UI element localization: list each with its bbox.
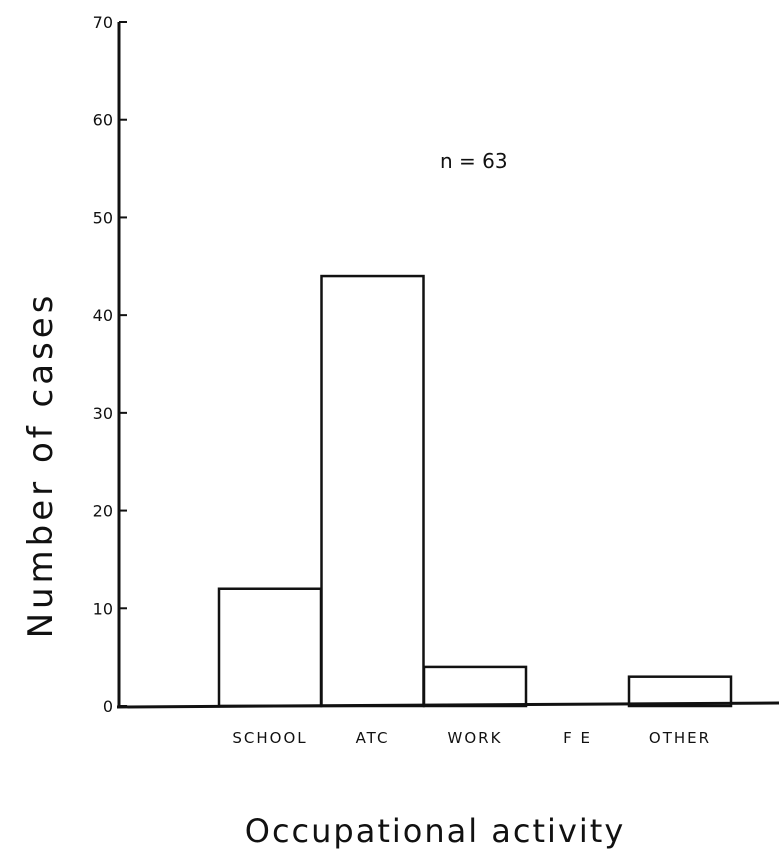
annotation-n: n = 63 bbox=[440, 149, 508, 173]
bar-atc bbox=[320, 274, 425, 708]
bar-work bbox=[422, 665, 528, 708]
category-label: ATC bbox=[356, 729, 390, 747]
y-tick-label: 30 bbox=[93, 404, 113, 423]
y-tick-labels: 0 10 20 30 40 50 60 70 bbox=[93, 13, 127, 716]
bar-school bbox=[217, 587, 323, 708]
category-label: SCHOOL bbox=[232, 729, 307, 747]
bars bbox=[217, 274, 733, 708]
y-tick-label: 40 bbox=[93, 306, 113, 325]
y-tick-label: 10 bbox=[93, 599, 113, 618]
x-axis-label: Occupational activity bbox=[245, 812, 626, 850]
category-labels: SCHOOL ATC WORK F E OTHER bbox=[232, 729, 711, 747]
y-tick-label: 0 bbox=[103, 697, 113, 716]
category-label: F E bbox=[563, 729, 592, 747]
y-tick-label: 50 bbox=[93, 208, 113, 227]
category-label: OTHER bbox=[649, 729, 711, 747]
y-tick-label: 70 bbox=[93, 13, 113, 32]
y-tick-label: 60 bbox=[93, 111, 113, 130]
category-label: WORK bbox=[448, 729, 503, 747]
y-axis-label: Number of cases bbox=[21, 292, 61, 639]
x-axis-line bbox=[116, 701, 779, 709]
y-tick-label: 20 bbox=[93, 502, 113, 521]
bar-other bbox=[627, 675, 733, 708]
